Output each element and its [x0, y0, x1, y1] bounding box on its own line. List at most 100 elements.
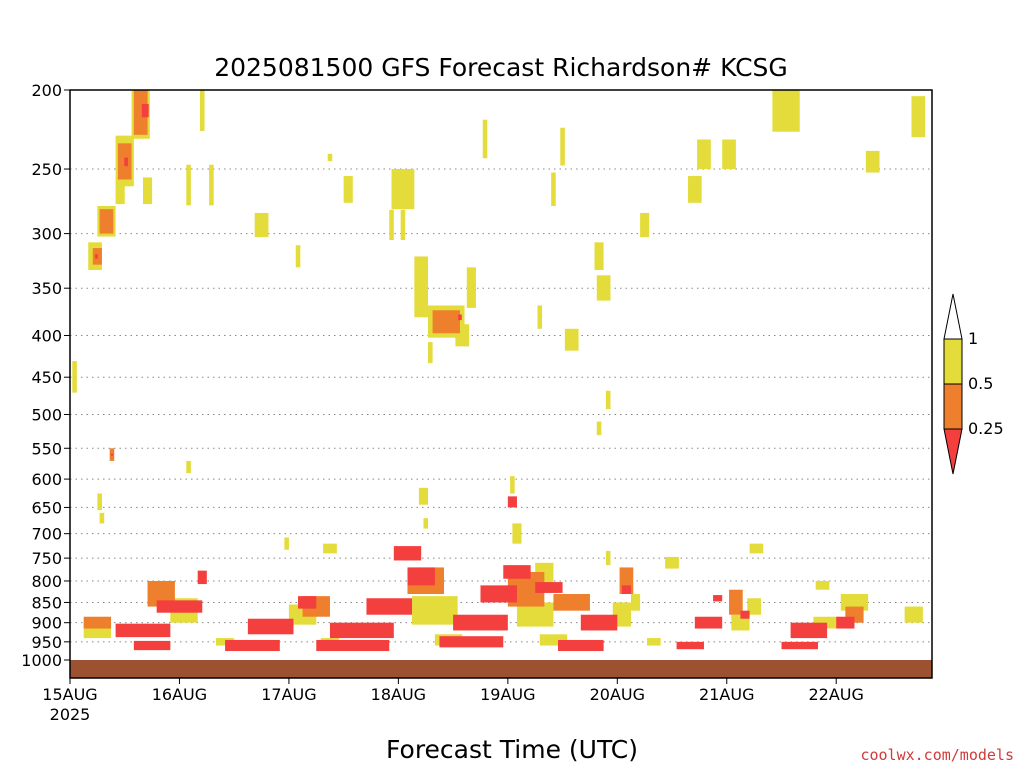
ri-cell-yellow — [564, 328, 579, 351]
ri-cell-orange — [729, 589, 743, 615]
ri-cell-red — [535, 582, 563, 593]
ri-cell-yellow — [423, 518, 429, 529]
ri-cell-red — [124, 157, 128, 167]
ri-cell-yellow — [512, 523, 522, 544]
ri-cell-orange — [553, 594, 590, 611]
legend-arrow-bottom — [943, 428, 963, 475]
ri-cell-yellow — [605, 550, 611, 566]
y-tick-label: 1000 — [21, 651, 62, 670]
ri-cell-red — [558, 639, 604, 652]
ri-cell-red — [480, 585, 517, 603]
ri-cell-yellow — [510, 476, 515, 494]
ri-cell-yellow — [594, 242, 604, 271]
y-tick-label: 850 — [31, 593, 62, 612]
ri-cell-yellow — [596, 421, 602, 436]
legend-swatch-orange — [943, 383, 963, 430]
ri-cell-yellow — [840, 594, 869, 611]
ri-cell-red — [366, 598, 413, 615]
credit-text: coolwx.com/models — [860, 746, 1014, 764]
y-tick-label: 500 — [31, 406, 62, 425]
ri-cell-yellow — [209, 164, 214, 206]
y-tick-label: 750 — [31, 549, 62, 568]
ri-cell-yellow — [687, 176, 702, 203]
ri-cell-red — [580, 614, 618, 631]
ri-cell-yellow — [646, 638, 661, 646]
ri-cell-yellow — [605, 390, 611, 410]
legend-label: 0.5 — [968, 374, 993, 393]
ri-cell-yellow — [391, 169, 415, 210]
ri-cell-red — [133, 640, 171, 651]
y-tick-label: 350 — [31, 279, 62, 298]
surface-band — [70, 660, 932, 678]
ri-cell-red — [439, 636, 504, 648]
x-tick-label: 18AUG — [371, 685, 426, 704]
ri-cell-red — [781, 641, 818, 650]
plot-frame — [69, 89, 933, 679]
ri-cell-red — [298, 596, 317, 609]
ri-cell-yellow — [551, 172, 556, 206]
ri-cell-yellow — [99, 512, 105, 524]
ri-cell-red — [316, 639, 390, 652]
ri-cell-yellow — [482, 119, 488, 159]
ri-cell-yellow — [630, 594, 641, 611]
ri-cell-yellow — [97, 493, 102, 511]
y-tick-label: 200 — [31, 81, 62, 100]
ri-cell-red — [393, 546, 422, 561]
ri-cell-yellow — [772, 90, 800, 132]
legend-swatch-yellow — [943, 338, 963, 385]
ri-cell-red — [458, 314, 462, 321]
ri-cell-yellow — [72, 361, 77, 393]
ri-cell-yellow — [539, 634, 568, 646]
ri-cell-red — [247, 618, 294, 635]
y-tick-label: 250 — [31, 160, 62, 179]
ri-cell-yellow — [722, 139, 736, 170]
chart-title: 2025081500 GFS Forecast Richardson# KCSG — [214, 53, 788, 82]
y-tick-label: 300 — [31, 225, 62, 244]
ri-cell-red — [156, 600, 203, 613]
y-tick-label: 950 — [31, 633, 62, 652]
x-tick-label: 20AUG — [590, 685, 645, 704]
ri-cell-red — [329, 622, 394, 639]
y-tick-label: 450 — [31, 368, 62, 387]
ri-cell-yellow — [115, 177, 125, 205]
ri-cell-red — [225, 639, 280, 652]
ri-cell-orange — [83, 616, 112, 629]
x-tick-label: 17AUG — [261, 685, 316, 704]
ri-cell-yellow — [142, 177, 153, 205]
ri-cell-yellow — [254, 212, 269, 238]
ri-cell-yellow — [284, 537, 289, 550]
ri-cell-red — [694, 616, 723, 629]
ri-cell-red — [790, 622, 828, 639]
ri-cell-red — [95, 254, 98, 259]
x-tick-label: 22AUG — [809, 685, 864, 704]
ri-cell-red — [141, 103, 149, 118]
y-tick-label: 550 — [31, 439, 62, 458]
ri-cell-yellow — [186, 164, 191, 206]
x-axis-label: Forecast Time (UTC) — [386, 735, 638, 764]
ri-cell-yellow — [412, 596, 458, 625]
ri-cell-orange — [133, 90, 148, 135]
ri-cell-yellow — [295, 245, 301, 268]
x-axis: 15AUG 16AUG 17AUG 18AUG 19AUG 20AUG 21AUG 22AUG — [42, 678, 864, 704]
ri-cell-yellow — [904, 606, 923, 623]
ri-cell-yellow — [537, 305, 543, 329]
ri-cell-yellow — [747, 598, 761, 615]
ri-cell-yellow — [665, 556, 679, 569]
x-tick-label: 16AUG — [152, 685, 207, 704]
x-tick-label: 21AUG — [699, 685, 754, 704]
legend: 1 0.5 0.25 — [943, 293, 1004, 475]
y-tick-label: 400 — [31, 326, 62, 345]
ri-cell-yellow — [400, 209, 406, 241]
ri-cell-yellow — [466, 267, 476, 308]
ri-cell-yellow — [911, 96, 926, 138]
ri-cell-yellow — [428, 342, 433, 364]
ri-cell-red — [740, 610, 750, 619]
x-tick-label: 15AUG — [42, 685, 97, 704]
ri-cell-yellow — [389, 209, 394, 241]
ri-cell-yellow — [418, 487, 429, 505]
ri-cell-yellow — [215, 638, 235, 646]
ri-cell-yellow — [186, 460, 191, 474]
ri-cell-yellow — [815, 580, 830, 590]
ri-cell-red — [197, 570, 207, 585]
